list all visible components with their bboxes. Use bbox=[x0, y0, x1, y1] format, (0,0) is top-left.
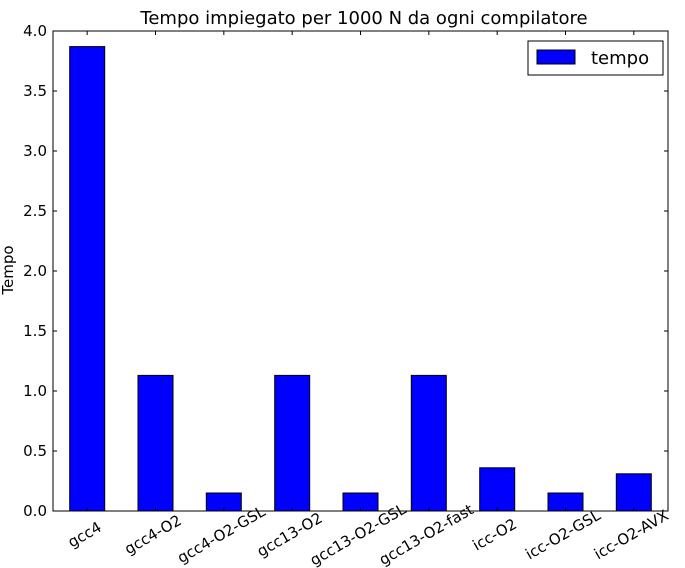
x-tick-label: icc-O2-GSL bbox=[522, 506, 604, 564]
y-tick-label: 0.5 bbox=[23, 442, 47, 460]
bars-group bbox=[69, 46, 652, 512]
y-tick-label: 0.0 bbox=[23, 502, 47, 520]
legend-swatch-tempo bbox=[536, 49, 576, 65]
x-tick-label: gcc4 bbox=[65, 518, 105, 551]
x-tick-label: icc-O2-AVX bbox=[591, 506, 672, 563]
legend: tempo bbox=[527, 40, 664, 76]
y-axis-label: Tempo bbox=[0, 245, 17, 295]
y-tick-label: 4.0 bbox=[23, 22, 47, 40]
bar-icc-O2 bbox=[479, 467, 516, 512]
y-tick-label: 1.0 bbox=[23, 382, 47, 400]
y-tick-label: 1.5 bbox=[23, 322, 47, 340]
legend-label-tempo: tempo bbox=[591, 48, 649, 69]
y-tick-label: 2.5 bbox=[23, 202, 47, 220]
chart-title: Tempo impiegato per 1000 N da ogni compi… bbox=[139, 8, 587, 29]
x-tick-label: icc-O2 bbox=[469, 515, 519, 555]
bar-gcc4-O2 bbox=[137, 374, 174, 512]
bar-gcc13-O2 bbox=[274, 374, 311, 512]
y-tick-label: 3.5 bbox=[23, 82, 47, 100]
y-tick-label: 3.0 bbox=[23, 142, 47, 160]
bar-gcc4 bbox=[69, 46, 106, 512]
bar-gcc13-O2-fast bbox=[410, 374, 447, 512]
y-axis-ticks: 0.0 0.5 1.0 1.5 2.0 2.5 3.0 3.5 4.0 bbox=[23, 22, 668, 520]
y-tick-label: 2.0 bbox=[23, 262, 47, 280]
x-tick-label: gcc4-O2-GSL bbox=[174, 502, 269, 567]
bar-icc-O2-AVX bbox=[615, 473, 652, 512]
